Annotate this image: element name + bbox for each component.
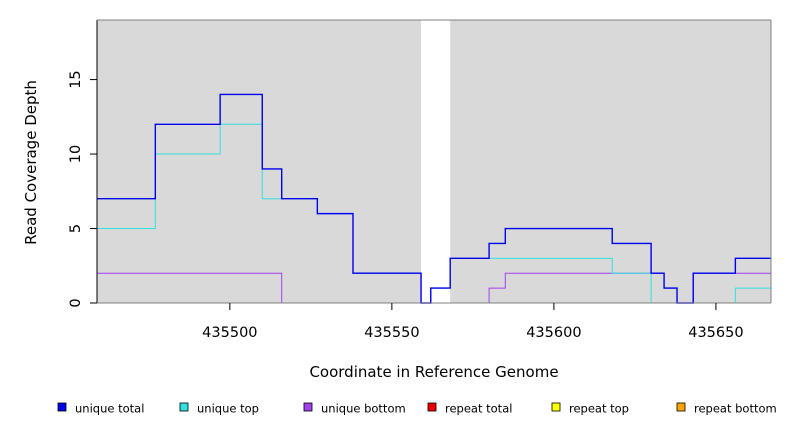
legend-swatch-repeat-bottom: [676, 402, 686, 412]
plot-background: [97, 20, 771, 303]
legend-label-unique-top: unique top: [197, 402, 259, 416]
y-tick-label-10: 10: [68, 145, 84, 163]
y-tick-label-0: 0: [68, 298, 84, 307]
legend-label-repeat-top: repeat top: [569, 402, 629, 416]
legend: unique total unique top unique bottom repea…: [57, 402, 777, 416]
x-tick-label-435550: 435550: [364, 325, 419, 341]
y-tick-label-5: 5: [68, 224, 84, 233]
legend-label-unique-total: unique total: [75, 402, 144, 416]
legend-swatch-repeat-top: [551, 402, 561, 412]
legend-swatch-unique-total: [57, 402, 67, 412]
x-tick-label-435650: 435650: [688, 325, 743, 341]
y-axis-title: Read Coverage Depth: [22, 80, 40, 245]
legend-swatch-repeat-total: [427, 402, 437, 412]
axes: 0 5 10 15 435500 435550 435600 435650: [68, 19, 772, 341]
legend-label-repeat-bottom: repeat bottom: [694, 402, 777, 416]
x-tick-label-435600: 435600: [526, 325, 581, 341]
legend-swatch-unique-top: [179, 402, 189, 412]
legend-swatch-unique-bottom: [303, 402, 313, 412]
x-axis-title: Coordinate in Reference Genome: [309, 363, 558, 381]
legend-label-repeat-total: repeat total: [445, 402, 512, 416]
legend-label-unique-bottom: unique bottom: [321, 402, 406, 416]
y-tick-label-15: 15: [68, 70, 84, 88]
series-line-unique-total: [97, 93, 771, 304]
gap-region: [421, 20, 451, 303]
x-tick-label-435500: 435500: [202, 325, 257, 341]
